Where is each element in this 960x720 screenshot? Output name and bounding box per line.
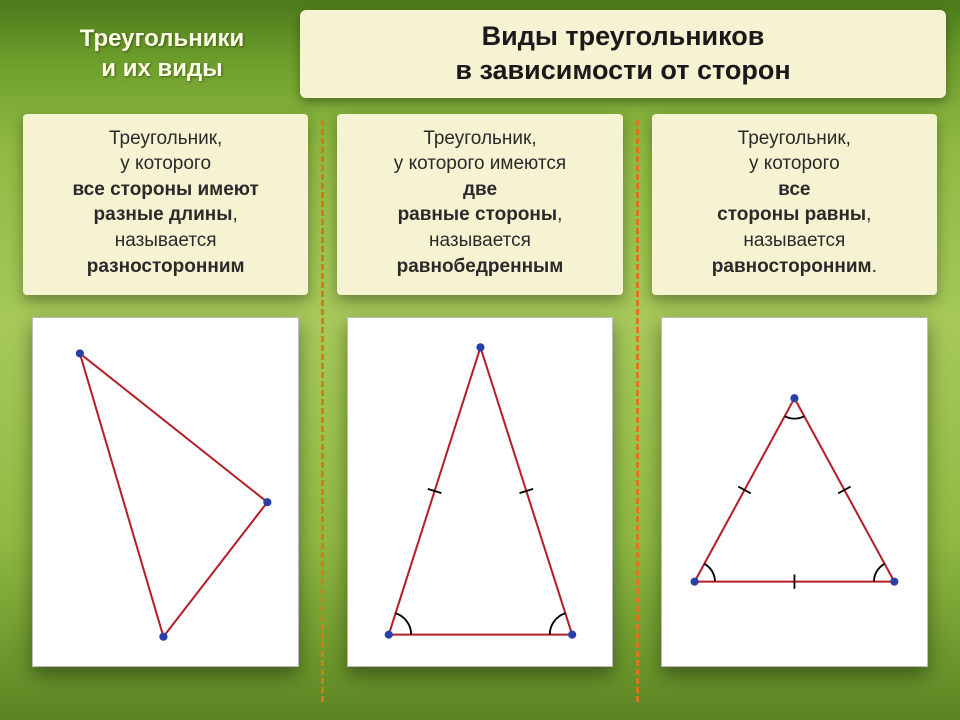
- header-left-title: Треугольники и их виды: [0, 10, 300, 98]
- def-line: называется: [662, 228, 927, 254]
- definition-card-isosceles: Треугольник, у которого имеются две равн…: [337, 114, 622, 296]
- header-right-line2: в зависимости от сторон: [318, 54, 928, 88]
- def-line: стороны равны,: [662, 202, 927, 228]
- figure-card-scalene: [32, 317, 299, 667]
- def-line: Треугольник,: [33, 126, 298, 152]
- triangle-isosceles-icon: [348, 318, 613, 666]
- def-line: все стороны имеют: [33, 177, 298, 203]
- def-line: все: [662, 177, 927, 203]
- column-scalene: Треугольник, у которого все стороны имею…: [14, 114, 317, 703]
- def-line: у которого: [662, 151, 927, 177]
- header-right-line1: Виды треугольников: [318, 20, 928, 54]
- def-line: Треугольник,: [662, 126, 927, 152]
- header: Треугольники и их виды Виды треугольнико…: [0, 0, 960, 108]
- def-line: равные стороны,: [347, 202, 612, 228]
- triangle-scalene-icon: [33, 318, 298, 666]
- def-line: разные длины,: [33, 202, 298, 228]
- column-equilateral: Треугольник, у которого все стороны равн…: [643, 114, 946, 703]
- def-line: называется: [347, 228, 612, 254]
- definition-card-equilateral: Треугольник, у которого все стороны равн…: [652, 114, 937, 296]
- figure-card-equilateral: [661, 317, 928, 667]
- header-right-title: Виды треугольников в зависимости от стор…: [300, 10, 946, 98]
- header-left-line2: и их виды: [34, 54, 290, 84]
- column-isosceles: Треугольник, у которого имеются две равн…: [328, 114, 631, 703]
- column-divider: [636, 120, 639, 703]
- definition-card-scalene: Треугольник, у которого все стороны имею…: [23, 114, 308, 296]
- def-line: равнобедренным: [347, 254, 612, 280]
- column-divider: [321, 120, 324, 703]
- def-line: Треугольник,: [347, 126, 612, 152]
- def-line: равносторонним.: [662, 254, 927, 280]
- def-line: две: [347, 177, 612, 203]
- page: Треугольники и их виды Виды треугольнико…: [0, 0, 960, 720]
- def-line: у которого имеются: [347, 151, 612, 177]
- def-line: называется: [33, 228, 298, 254]
- def-line: разносторонним: [33, 254, 298, 280]
- figure-card-isosceles: [347, 317, 614, 667]
- def-line: у которого: [33, 151, 298, 177]
- header-left-line1: Треугольники: [34, 24, 290, 54]
- triangle-equilateral-icon: [662, 318, 927, 666]
- columns: Треугольник, у которого все стороны имею…: [0, 108, 960, 720]
